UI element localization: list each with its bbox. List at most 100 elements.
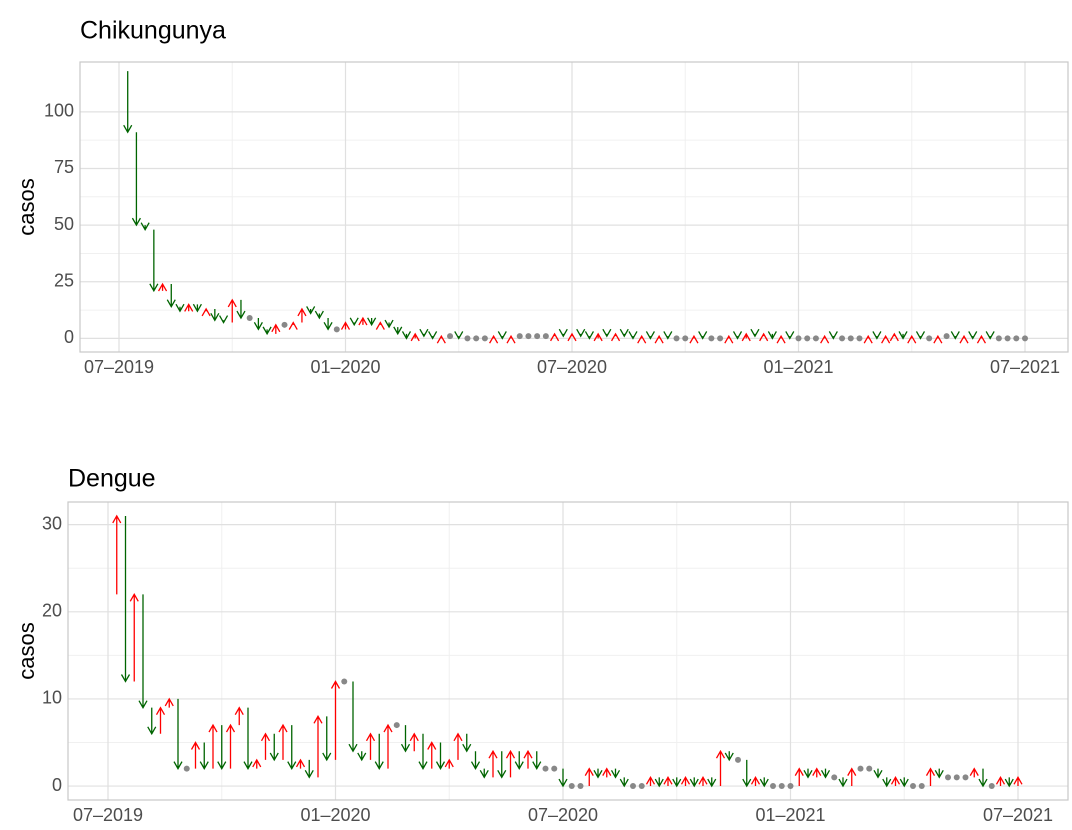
point — [804, 335, 811, 342]
arrow-line — [138, 594, 148, 709]
arrow — [933, 334, 943, 344]
arrow — [288, 321, 298, 330]
arrow — [123, 71, 133, 134]
arrow — [881, 334, 891, 344]
arrow — [184, 303, 194, 312]
arrow-line — [409, 732, 419, 752]
arrow-line — [401, 331, 412, 340]
arrow-line — [969, 767, 979, 778]
arrow-line — [672, 777, 682, 788]
arrow-line — [741, 332, 751, 342]
arrow — [663, 776, 673, 787]
point — [831, 774, 838, 781]
y-tick-label: 100 — [44, 101, 74, 121]
arrow-line — [532, 751, 542, 770]
arrow — [418, 733, 428, 770]
arrow — [619, 328, 629, 338]
arrow — [750, 328, 760, 338]
arrow-line — [304, 759, 314, 779]
arrow — [532, 751, 542, 770]
arrow-line — [199, 742, 209, 770]
arrow — [847, 767, 857, 787]
arrow-line — [428, 331, 438, 340]
arrow — [732, 331, 743, 340]
arrow — [820, 334, 830, 344]
arrow-line — [514, 751, 524, 770]
arrow-line — [479, 768, 489, 779]
arrow-line — [278, 723, 288, 760]
arrow-line — [374, 733, 384, 770]
arrow-line — [175, 303, 185, 313]
arrow-line — [978, 768, 988, 788]
arrow-line — [506, 334, 516, 344]
arrow-line — [610, 768, 621, 779]
arrow-line — [889, 332, 899, 342]
arrow-line — [593, 768, 603, 779]
arrow-line — [550, 332, 560, 342]
arrow — [208, 723, 218, 769]
arrow-line — [435, 742, 446, 770]
point — [333, 326, 340, 333]
arrow-line — [759, 777, 769, 788]
arrow-line — [147, 707, 157, 736]
point — [447, 333, 454, 340]
point — [995, 335, 1002, 342]
point — [393, 722, 400, 729]
arrow-line — [400, 725, 411, 753]
point — [682, 335, 689, 342]
arrow-line — [619, 328, 629, 338]
y-tick-label: 10 — [42, 688, 62, 708]
arrow-line — [689, 334, 699, 344]
arrow — [838, 777, 848, 788]
arrow-line — [358, 316, 368, 326]
arrow-line — [489, 334, 499, 344]
arrow-line — [349, 317, 359, 327]
arrow — [715, 749, 726, 787]
arrow-line — [384, 319, 394, 329]
arrow-line — [297, 307, 307, 323]
arrow — [383, 723, 393, 769]
arrow — [271, 323, 281, 334]
x-tick-label: 07–2021 — [990, 357, 1060, 377]
arrow-line — [584, 331, 594, 340]
arrow-line — [872, 331, 882, 340]
arrow-line — [933, 334, 943, 344]
arrow — [505, 749, 516, 778]
arrow-line — [724, 334, 734, 344]
arrow-line — [252, 758, 262, 769]
arrow — [313, 715, 323, 778]
arrow — [453, 732, 463, 760]
arrow — [234, 706, 244, 726]
arrow — [138, 594, 148, 709]
arrow-line — [173, 698, 183, 770]
arrow — [295, 758, 306, 769]
arrow — [567, 332, 577, 342]
arrow — [584, 767, 594, 787]
arrow — [253, 318, 263, 331]
arrow-line — [724, 751, 734, 762]
arrow — [140, 222, 150, 231]
arrow — [794, 767, 804, 787]
arrow-line — [838, 777, 848, 788]
arrow-line — [210, 308, 220, 322]
arrow — [672, 777, 682, 788]
arrow — [680, 776, 691, 787]
arrow — [227, 298, 237, 323]
arrow — [785, 331, 795, 340]
arrow — [514, 751, 524, 770]
arrow-line — [1013, 776, 1023, 787]
arrow — [384, 319, 394, 329]
point — [953, 774, 960, 781]
arrow-line — [602, 328, 612, 338]
arrow — [959, 334, 969, 344]
arrow-line — [462, 733, 472, 753]
point — [1013, 335, 1020, 342]
arrow — [889, 332, 899, 342]
arrow — [112, 514, 122, 595]
arrow — [304, 759, 314, 779]
arrow-line — [567, 332, 577, 342]
point — [847, 335, 854, 342]
arrow — [882, 777, 892, 788]
point — [787, 783, 794, 790]
